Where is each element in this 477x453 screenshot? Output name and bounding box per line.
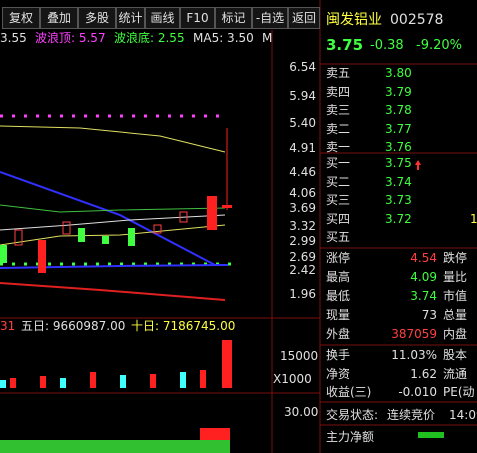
stat-label: 涨停 [326, 251, 351, 265]
order-label: 卖一 [326, 140, 351, 154]
order-label: 买三 [326, 193, 351, 207]
stat-label: 跌停 [443, 251, 468, 265]
volume-axis-label: X1000 [273, 372, 312, 386]
order-label: 买五 [326, 230, 351, 244]
order-volume: 1 [470, 211, 477, 226]
indicator-text: M [262, 31, 273, 45]
price-axis-label: 5.94 [289, 89, 316, 103]
stat-label: 流通 [443, 366, 468, 381]
price-axis-label: 6.54 [289, 60, 316, 74]
flow-label: 主力净额 [326, 430, 375, 444]
change-pct: -9.20% [416, 38, 462, 53]
stat-value: 387059 [391, 327, 437, 341]
price-axis-label: 3.69 [289, 201, 316, 215]
stat-label: PE(动 [443, 385, 475, 399]
price-axis-label: 2.69 [289, 250, 316, 264]
price-axis-label: 2.42 [289, 263, 316, 277]
status-label: 交易状态: [326, 408, 379, 422]
toolbar-button[interactable]: 多股 [78, 7, 116, 29]
toolbar-button[interactable]: 画线 [145, 7, 180, 29]
stat-label: 量比 [443, 270, 468, 284]
volume-text: 十日: 7186745.00 [131, 319, 236, 333]
stat-label: 股本 [443, 348, 468, 362]
indicator-text: 波浪顶: 5.57 [35, 31, 106, 45]
volume-text: 31 [0, 319, 16, 333]
stat-value: 1.62 [410, 366, 437, 381]
volume-text: 五日: 9660987.00 [21, 319, 126, 333]
order-price: 3.79 [385, 84, 412, 99]
stat-value: 73 [421, 308, 437, 322]
toolbar-button[interactable]: 复权 [2, 7, 40, 29]
order-label: 卖三 [326, 103, 351, 117]
lower-axis-label: 30.00 [284, 405, 319, 419]
indicator-text: 3.55 [0, 31, 27, 45]
order-price: 3.74 [385, 174, 412, 189]
order-label: 卖四 [326, 84, 351, 99]
volume-axis-label: 15000 [280, 349, 319, 363]
order-price: 3.76 [385, 140, 412, 154]
price-axis-label: 1.96 [289, 287, 316, 301]
stat-label: 最高 [326, 270, 351, 284]
stat-label: 净资 [326, 366, 351, 381]
price-axis-label: 4.06 [289, 186, 316, 200]
price-axis-label: 4.46 [289, 165, 316, 179]
status-value: 连续竞价 [387, 408, 436, 422]
price: 3.75 [326, 36, 364, 54]
toolbar-button[interactable]: 返回 [288, 7, 320, 29]
toolbar-button[interactable]: -自选 [252, 7, 288, 29]
stat-value: -0.010 [398, 385, 437, 399]
toolbar-button[interactable]: 叠加 [40, 7, 78, 29]
toolbar-button[interactable]: F10 [180, 7, 215, 29]
price-axis-label: 4.91 [289, 141, 316, 155]
price-axis-label: 5.40 [289, 116, 316, 130]
order-price: 3.80 [385, 66, 412, 80]
stat-label: 内盘 [443, 327, 468, 341]
stat-label: 换手 [326, 348, 351, 362]
order-price: 3.77 [385, 121, 412, 136]
status-time: 14:09 [449, 408, 477, 422]
stock-code: 002578 [390, 12, 444, 28]
order-price: 3.75 [385, 156, 412, 170]
order-label: 卖二 [326, 121, 351, 136]
stat-label: 收益(三) [326, 385, 372, 399]
order-label: 买一 [326, 156, 351, 170]
stat-value: 3.74 [410, 289, 437, 303]
stat-value: 4.09 [410, 270, 437, 284]
order-label: 买四 [326, 211, 351, 226]
order-price: 3.73 [385, 193, 412, 207]
stat-label: 现量 [326, 308, 351, 322]
order-price: 3.78 [385, 103, 412, 117]
indicator-text: 波浪底: 2.55 [114, 31, 185, 45]
price-axis-label: 2.99 [289, 234, 316, 248]
stat-value: 4.54 [410, 251, 437, 265]
order-label: 买二 [326, 174, 351, 189]
stat-label: 外盘 [326, 327, 351, 341]
indicator-text: MA5: 3.50 [193, 31, 254, 45]
order-price: 3.72 [385, 211, 412, 226]
stock-name: 闽发铝业 [326, 12, 382, 28]
stat-label: 最低 [326, 289, 351, 303]
stat-label: 总量 [443, 308, 468, 322]
stat-value: 11.03% [391, 348, 437, 362]
toolbar-button[interactable]: 标记 [215, 7, 252, 29]
stat-label: 市值 [443, 289, 468, 303]
change: -0.38 [370, 38, 404, 53]
price-axis-label: 3.32 [289, 219, 316, 233]
order-label: 卖五 [326, 66, 351, 80]
toolbar-button[interactable]: 统计 [116, 7, 145, 29]
